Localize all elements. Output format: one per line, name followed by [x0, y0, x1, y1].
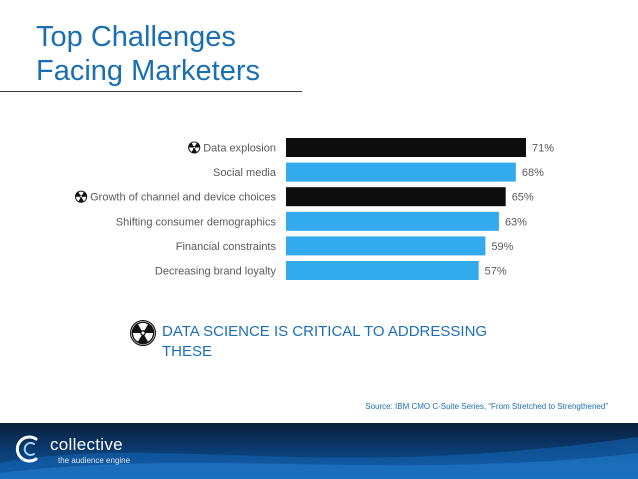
- bar: [286, 187, 506, 207]
- callout-text: DATA SCIENCE IS CRITICAL TO ADDRESSING T…: [162, 323, 488, 360]
- title-line: Facing Marketers: [36, 55, 261, 87]
- bar-chart: 71% Data explosion 68% Social media 65% Growt…: [75, 138, 554, 280]
- bar-value-label: 71%: [532, 143, 554, 155]
- collective-logo-icon: [15, 435, 38, 463]
- radiation-icon: [188, 141, 201, 154]
- bar: [286, 211, 499, 231]
- category-label: Shifting consumer demographics: [116, 216, 277, 228]
- bar: [286, 162, 516, 182]
- bar-value-label: 63%: [505, 216, 527, 228]
- bar-value-label: 59%: [491, 241, 513, 253]
- footer-banner: collective the audience engine: [0, 423, 638, 479]
- category-label: Growth of channel and device choices: [90, 192, 276, 204]
- footer-wave-graphic: [0, 437, 638, 479]
- bar-value-label: 57%: [485, 266, 507, 278]
- bar: [286, 138, 526, 157]
- page-title: Top Challenges Facing Marketers: [36, 20, 260, 88]
- radiation-icon: [75, 190, 88, 203]
- source-note: Source: IBM CMO C-Suite Series, “From St…: [365, 402, 608, 411]
- category-label: Data explosion: [203, 143, 276, 155]
- bar: [286, 261, 479, 280]
- category-label: Financial constraints: [176, 241, 277, 253]
- bar: [286, 236, 486, 256]
- radiation-icon: [130, 320, 156, 346]
- title-line: Top Challenges: [36, 21, 236, 53]
- category-label: Decreasing brand loyalty: [155, 266, 277, 278]
- title-divider: [0, 91, 302, 92]
- category-label: Social media: [213, 167, 277, 179]
- bar-value-label: 68%: [522, 167, 544, 179]
- bar-value-label: 65%: [512, 192, 534, 204]
- brand-name: collective: [50, 435, 123, 454]
- brand-tagline: the audience engine: [58, 456, 131, 465]
